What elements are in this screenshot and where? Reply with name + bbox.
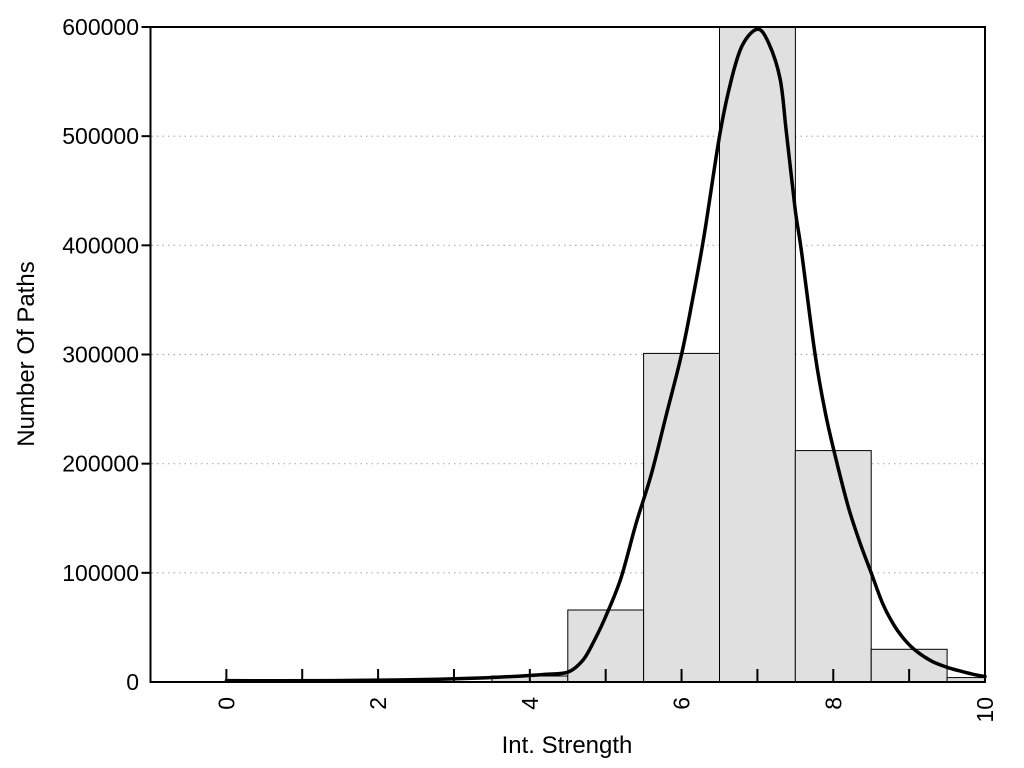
y-tick-label-600000: 600000	[62, 14, 139, 40]
y-axis-title: Number Of Paths	[13, 261, 40, 446]
x-tick-label-10: 10	[972, 697, 998, 723]
histogram-bars	[491, 26, 986, 683]
density-curve	[224, 27, 987, 683]
x-tick-label-0: 0	[213, 697, 239, 710]
density-curve-path	[224, 27, 987, 683]
histogram-bar	[794, 450, 872, 683]
histogram-bar	[643, 352, 720, 683]
x-axis-title: Int. Strength	[502, 732, 633, 759]
y-tick-label-400000: 400000	[62, 232, 139, 258]
y-tick-label-200000: 200000	[62, 451, 139, 477]
y-tick-label-300000: 300000	[62, 342, 139, 368]
y-tick-label-100000: 100000	[62, 560, 139, 586]
x-tick-label-4: 4	[517, 697, 543, 710]
x-tick-label-6: 6	[669, 697, 695, 710]
x-tick-label-8: 8	[820, 697, 846, 710]
x-tick-label-2: 2	[365, 697, 391, 710]
y-tick-label-500000: 500000	[62, 123, 139, 149]
y-axis-tick-labels: 0 100000 200000 300000 400000 500000 600000	[62, 14, 139, 695]
axis-ticks	[141, 26, 986, 681]
y-tick-label-0: 0	[126, 669, 139, 695]
x-axis-tick-labels: 0 2 4 6 8 10	[213, 697, 998, 723]
